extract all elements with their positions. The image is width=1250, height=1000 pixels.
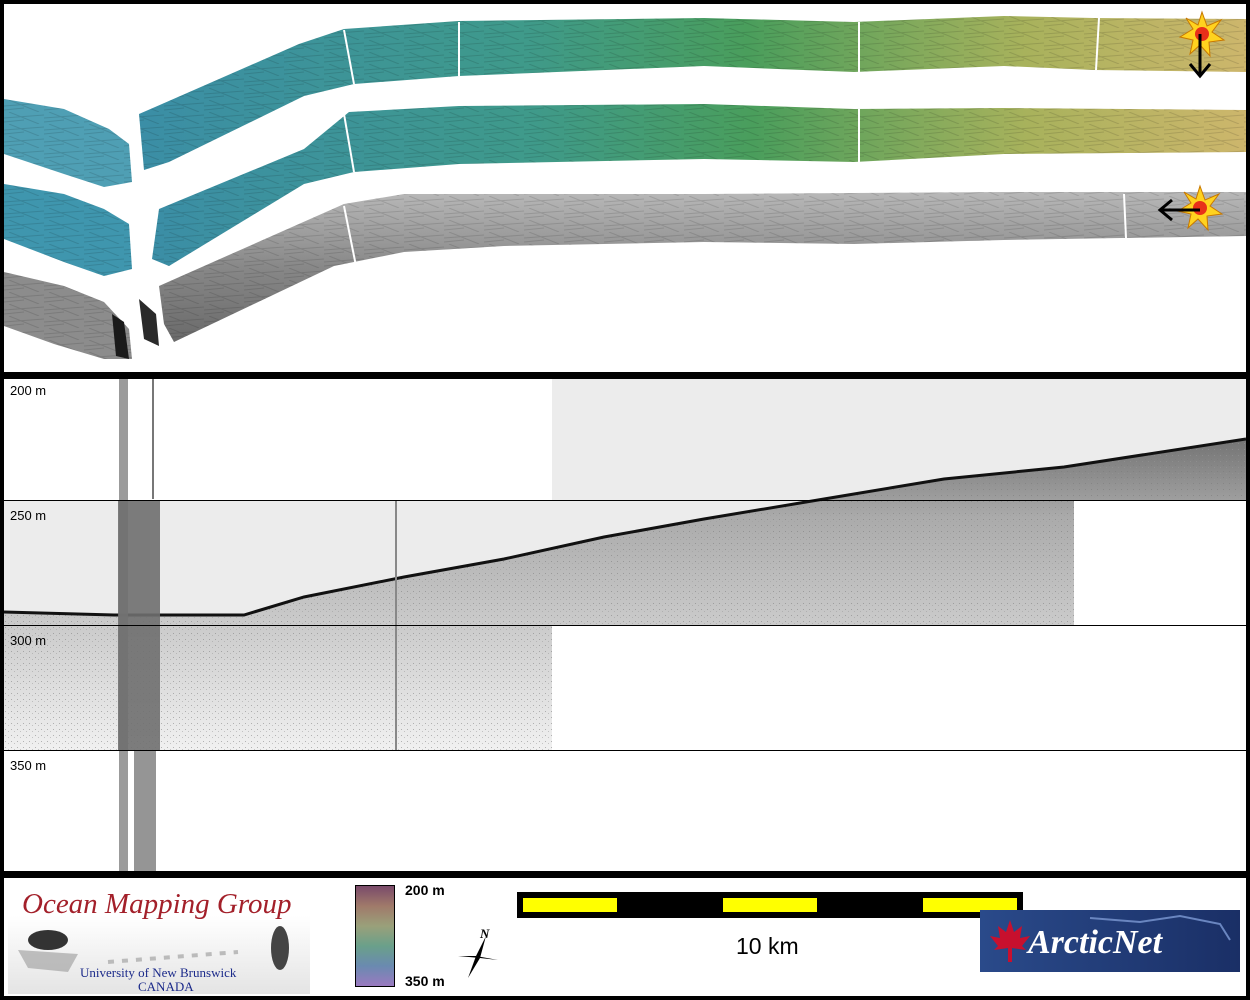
maple-leaf-icon xyxy=(990,914,1231,962)
swath-map-panel xyxy=(4,4,1246,372)
subbottom-profile-panel: 200 m 250 m 300 m 350 m xyxy=(4,379,1246,871)
colorbar-top-label: 200 m xyxy=(405,882,445,898)
scale-label: 10 km xyxy=(736,933,799,959)
depth-gridline xyxy=(4,500,1246,501)
seafloor-reflector xyxy=(4,437,1246,617)
ocean-mapping-group-logo: Ocean Mapping Group University of New Br… xyxy=(8,882,310,994)
logo-university: University of New Brunswick xyxy=(80,965,237,980)
depth-colorbar xyxy=(355,885,395,987)
scale-bar-segment xyxy=(723,898,817,912)
depth-gridline xyxy=(4,750,1246,751)
north-arrow-icon xyxy=(458,936,498,978)
depth-label-350: 350 m xyxy=(10,758,47,773)
arcticnet-logo: ArcticNet xyxy=(980,910,1240,972)
depth-gridline xyxy=(4,625,1246,626)
logo-title: Ocean Mapping Group xyxy=(22,888,292,920)
bathymetry-swath-upper xyxy=(4,16,1246,187)
swath-seams xyxy=(343,17,1127,267)
depth-label-300: 300 m xyxy=(10,633,47,648)
depth-label-250: 250 m xyxy=(10,508,47,523)
colorbar-bottom-label: 350 m xyxy=(405,973,445,989)
arrow-left-icon xyxy=(1157,198,1200,222)
swath-map xyxy=(4,10,1246,359)
north-label: N xyxy=(480,926,490,941)
partner-logo-text: ArcticNet xyxy=(1028,924,1163,961)
arrow-down-icon xyxy=(1188,34,1212,79)
legend-panel: Ocean Mapping Group University of New Br… xyxy=(4,878,1246,996)
depth-label-200: 200 m xyxy=(10,383,47,398)
sonar-image-icon xyxy=(18,926,289,972)
backscatter-swath xyxy=(4,192,1246,359)
scale-bar xyxy=(517,892,1023,918)
bathymetry-swath-lower xyxy=(4,104,1246,276)
logo-country: CANADA xyxy=(138,979,194,994)
subbottom-profile xyxy=(4,379,1246,871)
scale-bar-segment xyxy=(923,898,1017,912)
scale-bar-segment xyxy=(523,898,617,912)
